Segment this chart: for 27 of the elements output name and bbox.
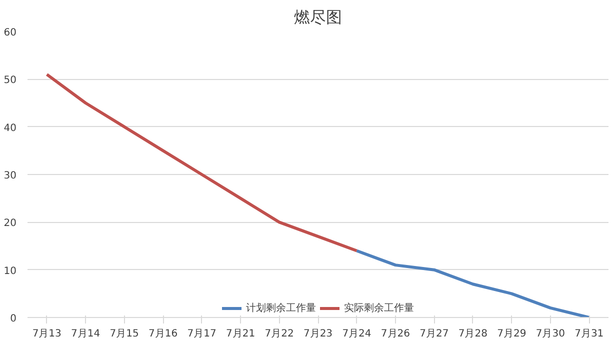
x-tick-label: 7月16 [148,328,178,340]
x-tick-label: 7月22 [264,328,294,340]
x-tick-label: 7月21 [226,328,256,340]
x-tick-label: 7月26 [380,328,410,340]
y-tick-label: 30 [4,170,17,182]
x-tick-label: 7月27 [420,328,449,340]
line-series [45,72,358,252]
y-tick-label: 60 [4,28,17,38]
y-tick-label: 20 [4,218,17,230]
y-tick-label: 0 [10,314,17,324]
x-tick-label: 7月17 [187,328,216,340]
x-tick-label: 7月23 [303,328,333,340]
x-tick-label: 7月28 [458,328,488,340]
x-tick-label: 7月30 [536,328,565,340]
chart-title: 燃尽图 [294,8,342,26]
x-tick-label: 7月31 [574,328,604,340]
x-tick-label: 7月13 [32,328,62,340]
y-tick-label: 10 [4,266,17,277]
y-tick-label: 40 [4,122,17,134]
legend-label: 实际剩余工作量 [344,302,414,315]
x-tick-label: 7月14 [71,328,100,340]
x-tick-label: 7月24 [342,328,372,340]
x-tick-label: 7月29 [497,328,526,340]
y-tick-label: 50 [4,75,17,86]
legend-label: 计划剩余工作量 [246,302,316,315]
x-tick-label: 7月15 [110,328,139,340]
line-series [355,249,591,318]
